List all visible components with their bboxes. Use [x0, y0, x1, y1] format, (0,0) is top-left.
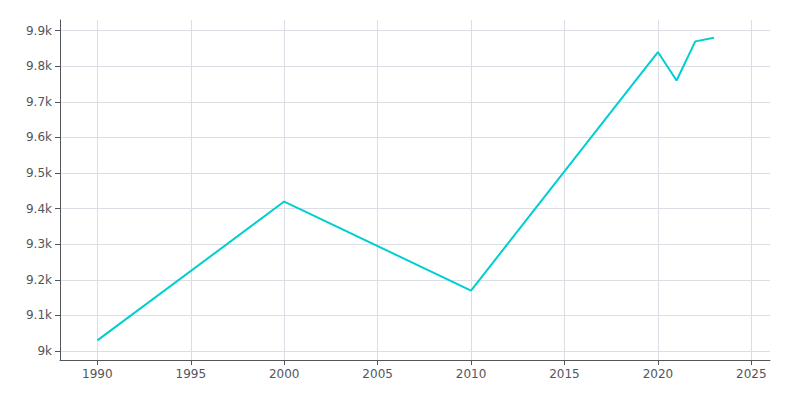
svg-text:2005: 2005 [362, 367, 393, 381]
svg-text:2025: 2025 [736, 367, 767, 381]
svg-text:2000: 2000 [269, 367, 300, 381]
svg-text:9.1k: 9.1k [26, 308, 52, 322]
svg-text:9.3k: 9.3k [26, 237, 52, 251]
svg-text:9.2k: 9.2k [26, 273, 52, 287]
svg-text:9.5k: 9.5k [26, 166, 52, 180]
svg-text:1990: 1990 [82, 367, 113, 381]
svg-text:9.4k: 9.4k [26, 202, 52, 216]
svg-text:1995: 1995 [176, 367, 207, 381]
svg-text:9k: 9k [37, 344, 52, 358]
svg-text:9.6k: 9.6k [26, 130, 52, 144]
svg-text:2015: 2015 [549, 367, 580, 381]
svg-text:2010: 2010 [456, 367, 487, 381]
svg-text:2020: 2020 [643, 367, 674, 381]
svg-text:9.9k: 9.9k [26, 24, 52, 38]
svg-text:9.8k: 9.8k [26, 59, 52, 73]
svg-text:9.7k: 9.7k [26, 95, 52, 109]
